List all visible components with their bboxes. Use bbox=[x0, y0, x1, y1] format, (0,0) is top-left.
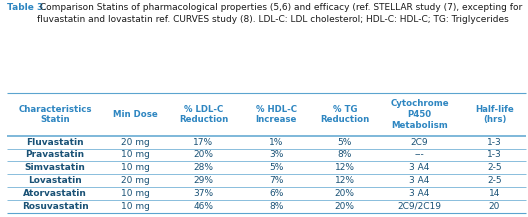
Text: 29%: 29% bbox=[193, 176, 213, 185]
Text: Rosuvastatin: Rosuvastatin bbox=[22, 202, 88, 211]
Text: 3 A4: 3 A4 bbox=[409, 176, 430, 185]
Text: ---: --- bbox=[415, 150, 425, 159]
Text: Characteristics
Statin: Characteristics Statin bbox=[18, 105, 92, 124]
Text: Half-life
(hrs): Half-life (hrs) bbox=[475, 105, 514, 124]
Text: Atorvastatin: Atorvastatin bbox=[23, 189, 87, 198]
Text: Simvastatin: Simvastatin bbox=[25, 163, 86, 172]
Text: 12%: 12% bbox=[335, 163, 355, 172]
Text: 28%: 28% bbox=[193, 163, 213, 172]
Text: 46%: 46% bbox=[193, 202, 213, 211]
Text: Lovastatin: Lovastatin bbox=[28, 176, 82, 185]
Text: 10 mg: 10 mg bbox=[121, 150, 149, 159]
Text: 8%: 8% bbox=[337, 150, 352, 159]
Text: Table 3.: Table 3. bbox=[7, 3, 46, 12]
Text: 5%: 5% bbox=[337, 138, 352, 147]
Text: 20: 20 bbox=[489, 202, 500, 211]
Text: 12%: 12% bbox=[335, 176, 355, 185]
Text: 20%: 20% bbox=[335, 202, 355, 211]
Text: Comparison Statins of pharmacological properties (5,6) and efficacy (ref. STELLA: Comparison Statins of pharmacological pr… bbox=[37, 3, 523, 24]
Text: 20 mg: 20 mg bbox=[121, 138, 149, 147]
Text: 2C9/2C19: 2C9/2C19 bbox=[398, 202, 441, 211]
Text: Fluvastatin: Fluvastatin bbox=[26, 138, 84, 147]
Text: Pravastatin: Pravastatin bbox=[25, 150, 84, 159]
Text: 1-3: 1-3 bbox=[487, 150, 502, 159]
Text: % HDL-C
Increase: % HDL-C Increase bbox=[256, 105, 297, 124]
Text: 1%: 1% bbox=[269, 138, 284, 147]
Text: Cytochrome
P450
Metabolism: Cytochrome P450 Metabolism bbox=[390, 99, 449, 130]
Text: 20 mg: 20 mg bbox=[121, 176, 149, 185]
Text: 1-3: 1-3 bbox=[487, 138, 502, 147]
Text: 3 A4: 3 A4 bbox=[409, 189, 430, 198]
Text: 10 mg: 10 mg bbox=[121, 202, 149, 211]
Text: % TG
Reduction: % TG Reduction bbox=[320, 105, 370, 124]
Text: 7%: 7% bbox=[269, 176, 284, 185]
Text: 14: 14 bbox=[489, 189, 500, 198]
Text: 20%: 20% bbox=[193, 150, 213, 159]
Text: Min Dose: Min Dose bbox=[113, 110, 157, 119]
Text: 5%: 5% bbox=[269, 163, 284, 172]
Text: 3%: 3% bbox=[269, 150, 284, 159]
Text: 37%: 37% bbox=[193, 189, 213, 198]
Text: 20%: 20% bbox=[335, 189, 355, 198]
Text: 10 mg: 10 mg bbox=[121, 163, 149, 172]
Text: 3 A4: 3 A4 bbox=[409, 163, 430, 172]
Text: 2-5: 2-5 bbox=[487, 176, 502, 185]
Text: % LDL-C
Reduction: % LDL-C Reduction bbox=[179, 105, 228, 124]
Text: 2-5: 2-5 bbox=[487, 163, 502, 172]
Text: 17%: 17% bbox=[193, 138, 213, 147]
Text: 10 mg: 10 mg bbox=[121, 189, 149, 198]
Text: 2C9: 2C9 bbox=[411, 138, 428, 147]
Text: 8%: 8% bbox=[269, 202, 284, 211]
Text: 6%: 6% bbox=[269, 189, 284, 198]
